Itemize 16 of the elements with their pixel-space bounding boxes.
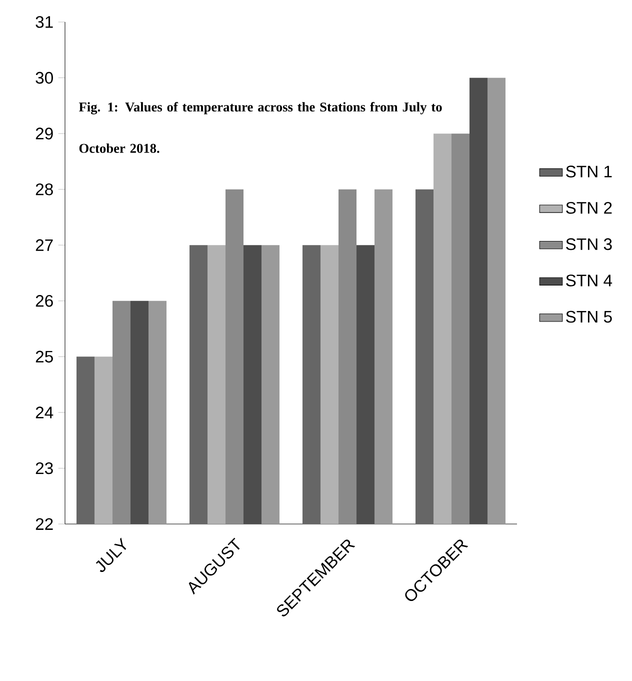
y-tick-label: 30 (36, 72, 53, 84)
legend-label: STN 2 (566, 202, 612, 214)
legend-label: STN 1 (566, 166, 612, 178)
y-tick-label: 29 (36, 128, 53, 140)
y-tick-label: 23 (36, 462, 53, 474)
legend-label: STN 5 (566, 310, 612, 323)
legend-label: STN 4 (566, 274, 612, 286)
y-tick-label: 26 (36, 295, 53, 307)
y-tick-label: 28 (36, 183, 53, 196)
y-tick-label: 25 (36, 350, 53, 363)
chart-title: Fig. 1: Values of temperature across the Stations from July to October 2018. (78, 102, 442, 153)
y-tick-label: 22 (36, 518, 53, 530)
y-tick-label: 27 (36, 239, 53, 251)
y-tick-label: 24 (36, 406, 54, 418)
y-tick-label: 31 (36, 16, 53, 28)
legend-label: STN 3 (566, 238, 612, 250)
